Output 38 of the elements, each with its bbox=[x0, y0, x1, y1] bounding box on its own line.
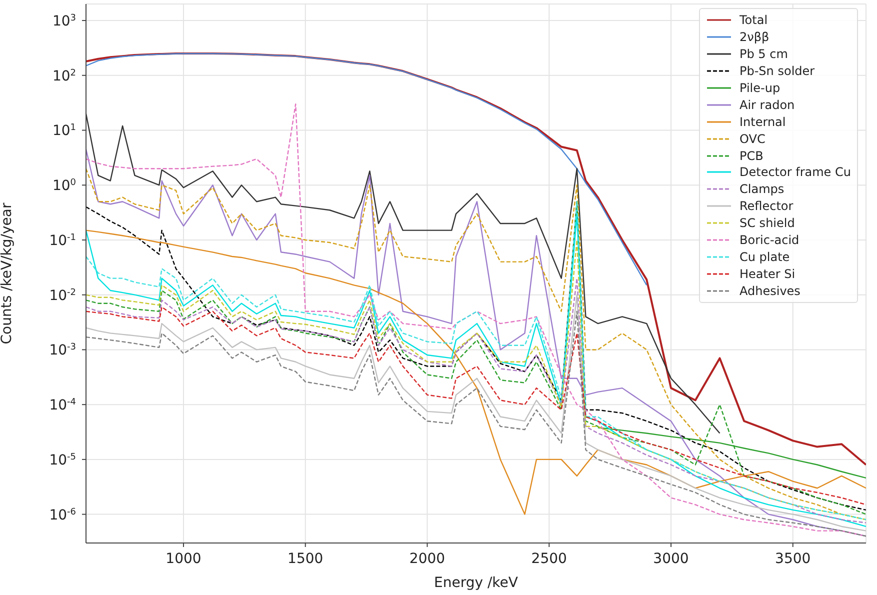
legend-label: Clamps bbox=[740, 182, 784, 196]
legend-label: Pb 5 cm bbox=[740, 47, 788, 62]
legend-label: Reflector bbox=[740, 199, 794, 214]
legend-label: Cu plate bbox=[740, 250, 790, 264]
y-tick-label: 10$^{2}$ bbox=[52, 68, 76, 84]
x-tick-label: 3500 bbox=[775, 551, 811, 567]
y-tick-label: 10$^{-5}$ bbox=[49, 452, 76, 468]
x-tick-label: 1500 bbox=[288, 551, 324, 567]
line-series bbox=[86, 306, 866, 506]
legend-label: Pb-Sn solder bbox=[740, 64, 815, 78]
legend-label: OVC bbox=[740, 132, 766, 146]
legend-label: Boric-acid bbox=[740, 233, 800, 248]
legend-label: Total bbox=[740, 13, 768, 28]
legend-label: SC shield bbox=[740, 216, 795, 230]
legend-label: Detector frame Cu bbox=[740, 165, 851, 180]
legend-label: 2νββ bbox=[740, 30, 770, 44]
y-tick-label: 10$^{-6}$ bbox=[49, 507, 76, 524]
line-series bbox=[86, 113, 720, 434]
y-tick-label: 10$^{-1}$ bbox=[49, 232, 76, 249]
legend-label: Adhesives bbox=[740, 284, 800, 298]
legend-label: Air radon bbox=[740, 98, 795, 112]
y-tick-label: 10$^{3}$ bbox=[52, 14, 76, 30]
legend-label: Internal bbox=[740, 114, 786, 129]
x-tick-label: 2000 bbox=[409, 551, 446, 567]
x-axis-title: Energy /keV bbox=[434, 575, 518, 591]
legend-label: Pile-up bbox=[740, 81, 780, 95]
y-tick-label: 10$^{-4}$ bbox=[49, 398, 76, 414]
x-tick-label: 2500 bbox=[531, 551, 567, 567]
x-tick-label: 1000 bbox=[166, 551, 202, 567]
y-tick-label: 10$^{-2}$ bbox=[49, 288, 76, 304]
y-axis-title: Counts /keV/kg/year bbox=[0, 202, 15, 344]
legend-label: PCB bbox=[740, 148, 764, 163]
legend-label: Heater Si bbox=[740, 266, 796, 281]
line-series bbox=[86, 53, 648, 286]
x-tick-label: 3000 bbox=[653, 551, 689, 567]
y-tick-label: 10$^{0}$ bbox=[52, 178, 76, 194]
y-tick-label: 10$^{-3}$ bbox=[49, 342, 76, 359]
y-tick-label: 10$^{1}$ bbox=[52, 123, 76, 140]
